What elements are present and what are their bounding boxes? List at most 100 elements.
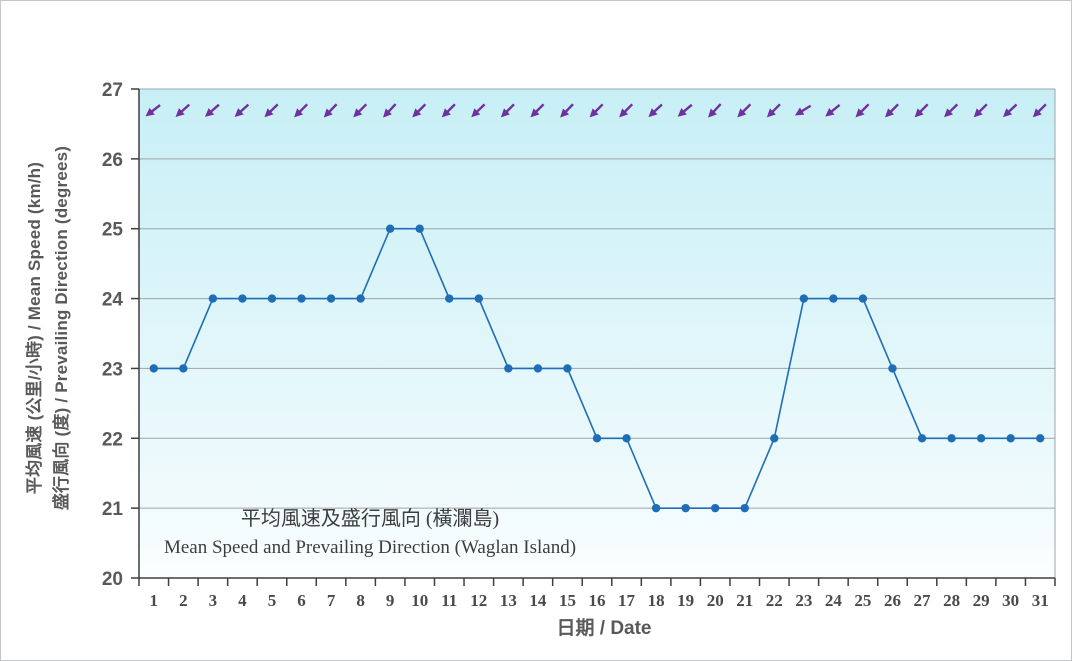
arrow-head-icon xyxy=(914,108,924,118)
x-tick-label-23: 23 xyxy=(795,591,812,610)
arrow-head-icon xyxy=(530,108,540,118)
data-point-day-8-value-24 xyxy=(356,294,365,303)
x-tick-label-14: 14 xyxy=(529,591,547,610)
data-point-day-11-value-24 xyxy=(445,294,454,303)
data-point-day-29-value-22 xyxy=(976,434,986,443)
x-tick-label-22: 22 xyxy=(766,591,783,610)
arrow-head-icon xyxy=(944,108,954,118)
y-tick-label-20: 20 xyxy=(102,569,123,590)
wind-direction-arrow-day-1 xyxy=(145,104,161,117)
arrow-head-icon xyxy=(204,108,215,117)
data-point-day-20-value-21 xyxy=(710,503,720,513)
data-point-day-10-value-25 xyxy=(415,224,424,233)
chart-title-chinese: 平均風速及盛行風向 (橫瀾島) xyxy=(240,508,500,530)
arrow-head-icon xyxy=(323,108,333,118)
arrow-head-icon xyxy=(855,108,865,118)
data-point-day-24-value-24 xyxy=(829,294,838,303)
arrow-head-icon xyxy=(708,108,717,118)
wind-direction-arrow-day-30 xyxy=(1002,103,1018,118)
x-tick-label-13: 13 xyxy=(500,591,517,610)
arrow-head-icon xyxy=(500,108,510,118)
x-tick-label-17: 17 xyxy=(618,591,636,610)
data-point-day-26-value-23 xyxy=(888,364,897,373)
data-point-day-12-value-24 xyxy=(474,294,484,303)
wind-direction-arrow-day-15 xyxy=(560,103,574,118)
wind-direction-arrow-day-31 xyxy=(1032,103,1047,118)
data-point-day-6-value-24 xyxy=(297,294,306,303)
arrow-shaft xyxy=(210,103,220,113)
y-axis-title-line2: 盛行風向 (度) / Prevailing Direction (degrees… xyxy=(52,145,71,511)
arrow-shaft xyxy=(239,103,250,113)
wind-direction-arrow-day-29 xyxy=(973,103,988,118)
wind-direction-arrow-day-26 xyxy=(885,103,899,118)
x-tick-label-9: 9 xyxy=(386,591,395,610)
wind-direction-arrow-day-14 xyxy=(530,103,545,118)
arrow-head-icon xyxy=(383,108,392,118)
arrow-head-icon xyxy=(560,108,570,118)
arrow-head-icon xyxy=(353,108,363,118)
wind-direction-arrow-day-7 xyxy=(323,103,338,118)
wind-direction-arrow-day-2 xyxy=(175,103,191,117)
arrow-shaft xyxy=(948,103,959,113)
x-tick-label-21: 21 xyxy=(736,591,753,610)
arrow-shaft xyxy=(417,103,427,113)
wind-direction-arrow-day-28 xyxy=(944,103,959,118)
arrow-head-icon xyxy=(175,108,185,117)
x-tick-label-30: 30 xyxy=(1002,591,1019,610)
x-tick-label-3: 3 xyxy=(209,591,218,610)
x-tick-label-24: 24 xyxy=(825,591,843,610)
data-point-day-31-value-22 xyxy=(1036,434,1045,443)
arrow-shaft xyxy=(1008,103,1018,113)
y-tick-label-22: 22 xyxy=(102,429,123,450)
wind-direction-arrow-day-20 xyxy=(708,103,722,118)
x-tick-label-7: 7 xyxy=(327,591,336,610)
arrow-shaft xyxy=(623,103,634,113)
data-point-day-5-value-24 xyxy=(267,294,277,303)
x-tick-label-19: 19 xyxy=(677,591,694,610)
arrow-head-icon xyxy=(825,107,835,117)
wind-direction-arrow-day-24 xyxy=(825,103,841,117)
arrow-head-icon xyxy=(973,108,983,118)
arrow-shaft xyxy=(1037,103,1047,113)
x-tick-label-20: 20 xyxy=(707,591,724,610)
wind-direction-arrow-day-19 xyxy=(677,103,693,117)
wind-direction-arrow-day-27 xyxy=(914,103,929,118)
x-tick-label-31: 31 xyxy=(1032,591,1049,610)
arrow-head-icon xyxy=(412,108,422,118)
arrow-head-icon xyxy=(294,108,304,118)
wind-direction-arrow-day-9 xyxy=(383,103,397,118)
wind-direction-arrow-day-22 xyxy=(766,103,781,118)
arrow-head-icon xyxy=(589,108,599,118)
arrow-shaft xyxy=(387,103,397,113)
wind-direction-arrow-day-12 xyxy=(471,103,486,118)
data-point-day-21-value-21 xyxy=(740,503,749,513)
data-point-day-15-value-23 xyxy=(563,364,572,373)
x-tick-label-18: 18 xyxy=(648,591,665,610)
arrow-shaft xyxy=(476,103,486,113)
x-tick-label-6: 6 xyxy=(297,591,306,610)
wind-direction-arrow-day-17 xyxy=(619,103,634,118)
arrow-shaft xyxy=(830,103,841,113)
arrow-shaft xyxy=(801,104,812,113)
x-tick-label-2: 2 xyxy=(179,591,188,610)
x-tick-label-8: 8 xyxy=(356,591,365,610)
data-point-day-9-value-25 xyxy=(385,224,395,233)
arrow-shaft xyxy=(357,103,368,113)
x-axis-title: 日期 / Date xyxy=(556,618,652,639)
y-tick-label-24: 24 xyxy=(102,290,124,311)
chart-title-english: Mean Speed and Prevailing Direction (Wag… xyxy=(163,537,577,558)
arrow-head-icon xyxy=(1002,108,1013,118)
arrow-shaft xyxy=(564,103,574,113)
y-axis-title-line1: 平均風速 (公里/小時) / Mean Speed (km/h) xyxy=(24,161,44,495)
data-point-day-7-value-24 xyxy=(326,294,336,303)
wind-direction-arrow-day-21 xyxy=(737,103,752,118)
chart-title: 平均風速及盛行風向 (橫瀾島) Mean Speed and Prevailin… xyxy=(164,504,576,563)
x-tick-label-10: 10 xyxy=(411,591,428,610)
x-tick-label-28: 28 xyxy=(943,591,960,610)
arrow-head-icon xyxy=(145,107,155,117)
x-tick-label-12: 12 xyxy=(470,591,487,610)
data-point-day-4-value-24 xyxy=(238,294,247,303)
x-tick-label-16: 16 xyxy=(589,591,606,610)
